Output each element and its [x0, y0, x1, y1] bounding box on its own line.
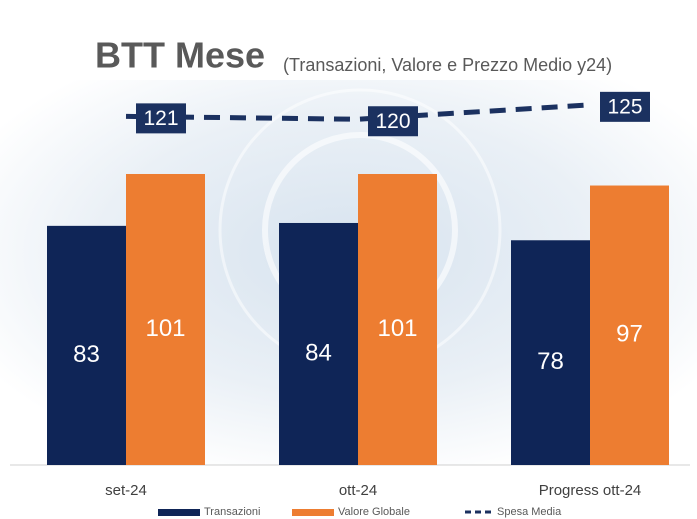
bar	[47, 225, 126, 465]
data-label: 83	[73, 341, 100, 368]
x-tick-label: Progress ott-24	[539, 482, 642, 499]
chart-title: BTT Mese	[95, 35, 265, 76]
data-label: 78	[537, 348, 564, 375]
bar	[511, 240, 590, 465]
data-label: 120	[375, 110, 410, 133]
bar	[358, 173, 437, 465]
data-label-box	[368, 106, 418, 137]
legend-swatch	[158, 509, 200, 516]
bar	[279, 222, 358, 465]
bar	[590, 185, 669, 466]
x-tick-label: ott-24	[339, 482, 377, 499]
data-label: 125	[607, 95, 642, 118]
data-label: 101	[145, 315, 185, 342]
legend-label: Valore Globale	[338, 506, 410, 518]
data-label: 121	[143, 107, 178, 130]
data-label-box	[136, 103, 186, 134]
bar	[126, 173, 205, 465]
legend-label: Transazioni	[204, 506, 260, 518]
data-label: 84	[305, 339, 332, 366]
legend-label: Spesa Media	[497, 506, 562, 518]
chart-subtitle: (Transazioni, Valore e Prezzo Medio y24)	[283, 55, 612, 75]
legend-swatch	[292, 509, 334, 516]
data-label-box	[600, 91, 650, 122]
data-label: 101	[377, 315, 417, 342]
data-label: 97	[616, 321, 643, 348]
x-tick-label: set-24	[105, 482, 147, 499]
